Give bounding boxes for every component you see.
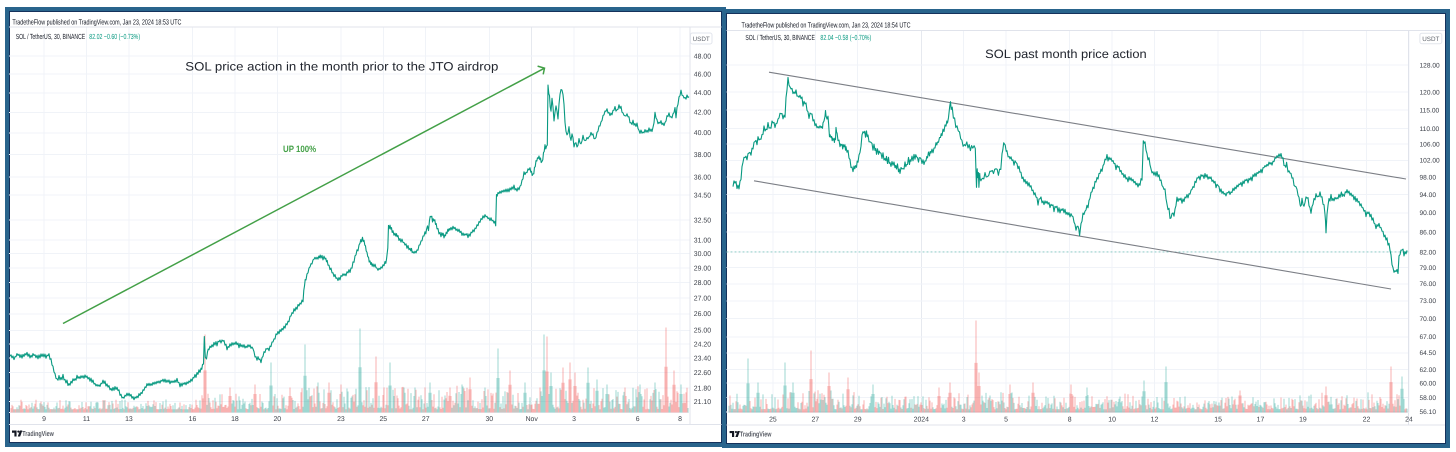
svg-text:27.00: 27.00 bbox=[694, 295, 711, 302]
svg-text:64.50: 64.50 bbox=[1420, 350, 1437, 357]
svg-text:25.00: 25.00 bbox=[694, 328, 711, 335]
svg-text:18: 18 bbox=[231, 416, 239, 423]
svg-text:SOL / TetherUS, 30, BINANCE: SOL / TetherUS, 30, BINANCE bbox=[745, 33, 815, 42]
svg-text:16: 16 bbox=[189, 416, 197, 423]
svg-text:20: 20 bbox=[273, 416, 281, 423]
svg-text:110.00: 110.00 bbox=[1420, 126, 1440, 133]
svg-text:21.10: 21.10 bbox=[694, 399, 711, 406]
svg-text:48.00: 48.00 bbox=[694, 54, 711, 61]
svg-text:24: 24 bbox=[1405, 416, 1413, 423]
svg-text:86.00: 86.00 bbox=[1420, 229, 1437, 236]
svg-text:94.00: 94.00 bbox=[1420, 192, 1437, 199]
svg-text:USDT: USDT bbox=[693, 36, 710, 43]
svg-text:90.00: 90.00 bbox=[1420, 210, 1437, 217]
svg-text:23.40: 23.40 bbox=[694, 356, 711, 363]
svg-text:42.00: 42.00 bbox=[694, 110, 711, 117]
svg-text:60.00: 60.00 bbox=[1420, 381, 1437, 388]
svg-text:73.00: 73.00 bbox=[1420, 298, 1437, 305]
svg-text:26.00: 26.00 bbox=[694, 311, 711, 318]
svg-text:24.20: 24.20 bbox=[694, 341, 711, 348]
svg-text:13: 13 bbox=[125, 416, 133, 423]
svg-text:102.00: 102.00 bbox=[1420, 158, 1441, 165]
svg-text:67.00: 67.00 bbox=[1420, 334, 1437, 341]
svg-text:11: 11 bbox=[83, 416, 90, 423]
svg-text:76.00: 76.00 bbox=[1420, 281, 1437, 288]
svg-text:29.00: 29.00 bbox=[694, 265, 711, 272]
svg-text:USDT: USDT bbox=[1422, 36, 1439, 43]
svg-text:TradingView: TradingView bbox=[740, 429, 772, 438]
svg-text:3: 3 bbox=[572, 416, 576, 423]
svg-text:62.00: 62.00 bbox=[1420, 367, 1437, 374]
svg-text:12: 12 bbox=[1151, 416, 1159, 423]
svg-text:SOL past month price action: SOL past month price action bbox=[985, 47, 1146, 61]
svg-text:TradingView: TradingView bbox=[22, 429, 54, 438]
svg-text:82.04 −0.58 (−0.70%): 82.04 −0.58 (−0.70%) bbox=[820, 33, 871, 42]
svg-text:25: 25 bbox=[769, 416, 777, 423]
svg-text:SOL / TetherUS, 30, BINANCE: SOL / TetherUS, 30, BINANCE bbox=[16, 32, 86, 41]
svg-text:46.00: 46.00 bbox=[694, 72, 711, 79]
svg-text:82.00: 82.00 bbox=[1420, 249, 1437, 256]
svg-text:30: 30 bbox=[485, 416, 493, 423]
svg-text:31.00: 31.00 bbox=[694, 237, 711, 244]
svg-text:TradetheFlow published on Trad: TradetheFlow published on TradingView.co… bbox=[12, 17, 181, 26]
svg-text:29: 29 bbox=[854, 416, 862, 423]
svg-text:120.00: 120.00 bbox=[1420, 89, 1441, 96]
svg-text:5: 5 bbox=[1004, 416, 1008, 423]
svg-text:3: 3 bbox=[962, 416, 966, 423]
svg-text:106.00: 106.00 bbox=[1420, 142, 1441, 149]
svg-text:Nov: Nov bbox=[526, 416, 539, 423]
svg-text:8: 8 bbox=[678, 416, 682, 423]
svg-text:9: 9 bbox=[42, 416, 46, 423]
svg-text:38.00: 38.00 bbox=[694, 152, 711, 159]
svg-text:56.10: 56.10 bbox=[1420, 409, 1437, 416]
svg-text:128.00: 128.00 bbox=[1420, 62, 1441, 69]
svg-text:19: 19 bbox=[1299, 416, 1307, 423]
svg-text:22.60: 22.60 bbox=[694, 370, 711, 377]
svg-text:6: 6 bbox=[636, 416, 640, 423]
svg-text:21.80: 21.80 bbox=[694, 385, 711, 392]
svg-text:34.50: 34.50 bbox=[694, 192, 711, 199]
svg-text:10: 10 bbox=[1108, 416, 1116, 423]
svg-text:98.00: 98.00 bbox=[1420, 175, 1437, 182]
svg-text:58.00: 58.00 bbox=[1420, 395, 1437, 402]
svg-text:28.00: 28.00 bbox=[694, 280, 711, 287]
svg-text:15: 15 bbox=[1214, 416, 1222, 423]
svg-text:27: 27 bbox=[422, 416, 430, 423]
svg-text:25: 25 bbox=[379, 416, 387, 423]
svg-text:36.00: 36.00 bbox=[694, 175, 711, 182]
svg-text:8: 8 bbox=[1068, 416, 1072, 423]
svg-text:UP 100%: UP 100% bbox=[283, 144, 316, 154]
svg-text:30.00: 30.00 bbox=[694, 251, 711, 258]
svg-text:40.00: 40.00 bbox=[694, 130, 711, 137]
svg-text:2024: 2024 bbox=[914, 416, 929, 423]
svg-text:23: 23 bbox=[337, 416, 345, 423]
svg-text:44.00: 44.00 bbox=[694, 90, 711, 97]
svg-text:SOL price action in the month: SOL price action in the month prior to t… bbox=[185, 59, 498, 73]
svg-text:TradetheFlow published on Trad: TradetheFlow published on TradingView.co… bbox=[742, 20, 911, 29]
svg-text:115.00: 115.00 bbox=[1420, 107, 1440, 114]
svg-text:79.00: 79.00 bbox=[1420, 265, 1437, 272]
svg-text:17: 17 bbox=[1257, 416, 1265, 423]
svg-text:32.50: 32.50 bbox=[694, 218, 711, 225]
svg-text:27: 27 bbox=[811, 416, 819, 423]
svg-text:22: 22 bbox=[1363, 416, 1371, 423]
svg-text:70.00: 70.00 bbox=[1420, 316, 1437, 323]
svg-text:82.02 −0.60 (−0.73%): 82.02 −0.60 (−0.73%) bbox=[89, 32, 140, 41]
